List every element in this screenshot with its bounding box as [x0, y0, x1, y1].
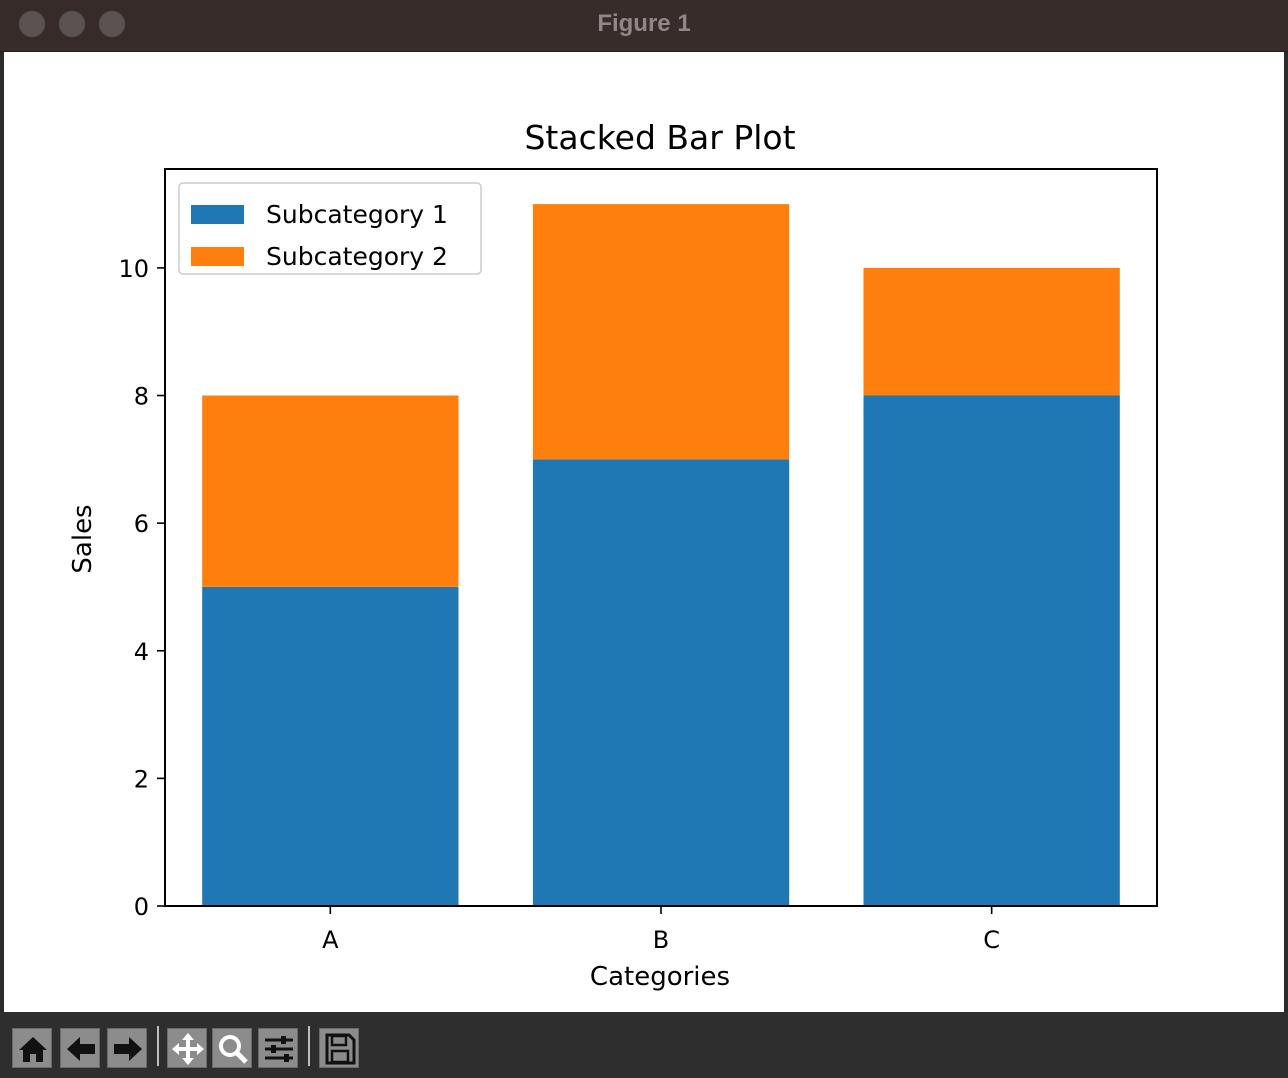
legend-frame [178, 182, 482, 275]
forward-button[interactable] [107, 1028, 147, 1068]
close-window-button[interactable] [19, 11, 45, 37]
x-tick-label: A [322, 926, 339, 954]
title-bar: Figure 1 [0, 0, 1288, 52]
legend-label: Subcategory 2 [266, 242, 448, 271]
arrow-left-icon [67, 1037, 95, 1061]
bar-c-series-1 [863, 395, 1120, 906]
window-title: Figure 1 [597, 10, 691, 37]
home-icon [19, 1037, 47, 1062]
save-button[interactable] [319, 1028, 359, 1068]
y-tick-label: 4 [134, 638, 149, 666]
bars-group [202, 204, 1120, 906]
y-tick-label: 10 [118, 255, 149, 283]
axes-group: 0 2 4 6 8 10 A B C [118, 168, 1158, 954]
legend-label: Subcategory 1 [266, 200, 448, 229]
toolbar-separator [308, 1026, 310, 1066]
minimize-window-button[interactable] [59, 11, 85, 37]
stacked-bar-chart: Stacked Bar Plot Categories Sales 0 2 4 6 8 1… [68, 118, 1158, 992]
zoom-window-button[interactable] [99, 11, 125, 37]
y-tick-label: 6 [134, 510, 149, 538]
bar-b-series-2 [532, 204, 790, 460]
y-axis-label: Sales [68, 504, 98, 573]
back-button[interactable] [60, 1028, 100, 1068]
pan-button[interactable] [167, 1028, 207, 1068]
bar-c-series-2 [863, 267, 1120, 396]
sliders-icon [265, 1036, 293, 1062]
bar-b-series-1 [532, 459, 790, 906]
navigation-toolbar [0, 1012, 1288, 1078]
legend-swatch [191, 247, 244, 266]
x-tick-label: C [983, 926, 1000, 954]
legend-swatch [191, 205, 244, 224]
configure-subplots-button[interactable] [258, 1028, 298, 1068]
magnifier-icon [219, 1035, 248, 1064]
toolbar-separator [157, 1026, 159, 1066]
bar-a-series-1 [202, 587, 459, 906]
chart-title: Stacked Bar Plot [524, 118, 795, 157]
home-button[interactable] [12, 1028, 52, 1068]
legend: Subcategory 1 Subcategory 2 [178, 182, 482, 275]
y-tick-label: 0 [134, 893, 149, 921]
y-tick-label: 2 [134, 765, 149, 793]
window-border-right [1284, 52, 1288, 1012]
x-axis-label: Categories [590, 962, 730, 992]
window-border-left [0, 52, 4, 1012]
zoom-button[interactable] [212, 1028, 252, 1068]
figure-canvas[interactable]: Stacked Bar Plot Categories Sales 0 2 4 6 8 1… [4, 52, 1284, 1012]
x-tick-label: B [653, 926, 669, 954]
floppy-disk-icon [325, 1033, 356, 1065]
bar-a-series-2 [202, 395, 459, 587]
arrow-right-icon [114, 1037, 142, 1061]
move-icon [172, 1033, 204, 1065]
y-tick-label: 8 [134, 383, 149, 411]
